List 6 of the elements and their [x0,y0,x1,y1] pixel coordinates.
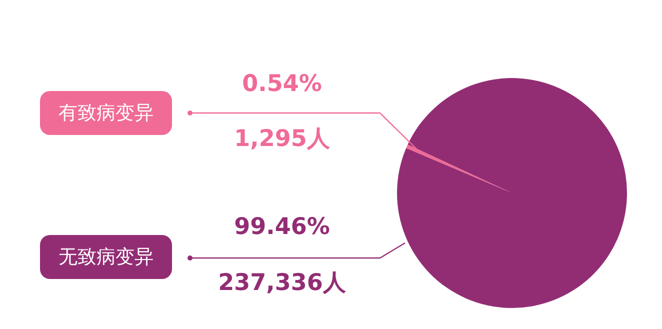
legend-label: 有致病变异 [40,91,172,135]
legend-label: 无致病变异 [40,235,172,279]
data-label: 1,295人 [234,126,331,152]
text: 99.46% [234,214,330,240]
data-label: 237,336人 [218,270,347,296]
text: 0.54% [242,70,322,97]
